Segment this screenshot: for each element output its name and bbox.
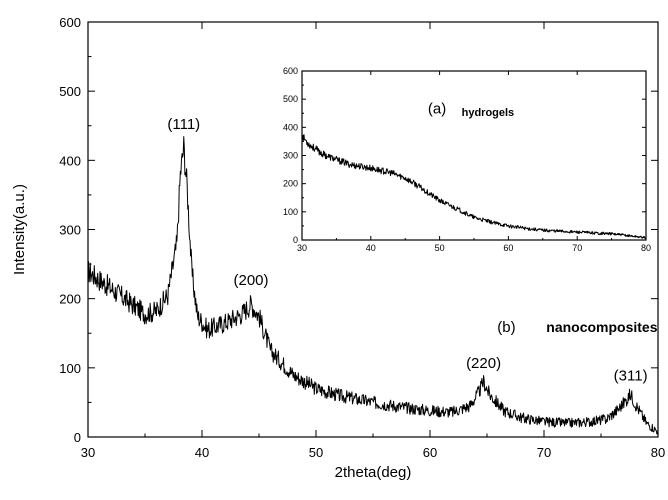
main-annotation: nanocomposites — [546, 319, 657, 335]
main-y-tick-label: 100 — [59, 361, 81, 376]
main-series-line — [87, 136, 659, 435]
inset-frame — [301, 70, 647, 241]
inset-y-tick-label: 400 — [283, 122, 298, 132]
main-y-tick-label: 0 — [74, 430, 81, 445]
main-x-tick-label: 40 — [195, 445, 209, 460]
inset-y-tick-label: 600 — [283, 66, 298, 76]
inset-y-tick-label: 300 — [283, 151, 298, 161]
main-x-tick-label: 50 — [309, 445, 323, 460]
main-annotation: (220) — [466, 355, 501, 372]
main-y-axis-label: Intensity(a.u.) — [11, 184, 28, 275]
inset-y-tick-label: 100 — [283, 207, 298, 217]
main-y-tick-label: 400 — [59, 153, 81, 168]
main-y-tick-label: 300 — [59, 223, 81, 238]
inset-y-tick-label: 500 — [283, 94, 298, 104]
inset-x-tick-label: 30 — [297, 243, 307, 253]
main-annotation: (200) — [234, 272, 269, 289]
inset-y-tick-label: 0 — [293, 235, 298, 245]
inset-x-tick-label: 40 — [366, 243, 376, 253]
inset-plot: 30 40 50 60 70 80 0 100 200 300 400 500 600 (a) hydrog… — [283, 66, 651, 253]
main-annotation: (311) — [614, 367, 648, 384]
inset-x-tick-label: 70 — [572, 243, 582, 253]
main-x-tick-label: 80 — [651, 445, 665, 460]
main-x-axis-label: 2theta(deg) — [335, 464, 412, 481]
inset-series-line — [301, 134, 647, 240]
inset-annotation: hydrogels — [462, 107, 515, 119]
inset-y-tick-label: 200 — [283, 179, 298, 189]
main-x-tick-label: 70 — [537, 445, 551, 460]
inset-x-tick-label: 50 — [435, 243, 445, 253]
inset-x-tick-label: 80 — [641, 243, 651, 253]
main-frame — [87, 21, 659, 438]
main-x-tick-label: 60 — [423, 445, 437, 460]
main-plot: 30 40 50 60 70 8001002003004005006002theta(de… — [11, 15, 665, 481]
main-annotation: (b) — [497, 319, 515, 336]
main-y-tick-label: 600 — [59, 15, 81, 30]
main-y-tick-label: 500 — [59, 84, 81, 99]
main-y-tick-label: 200 — [59, 292, 81, 307]
inset-annotation: (a) — [428, 100, 446, 117]
main-annotation: (111) — [167, 116, 200, 133]
main-x-tick-label: 30 — [81, 445, 95, 460]
inset-x-tick-label: 60 — [503, 243, 513, 253]
